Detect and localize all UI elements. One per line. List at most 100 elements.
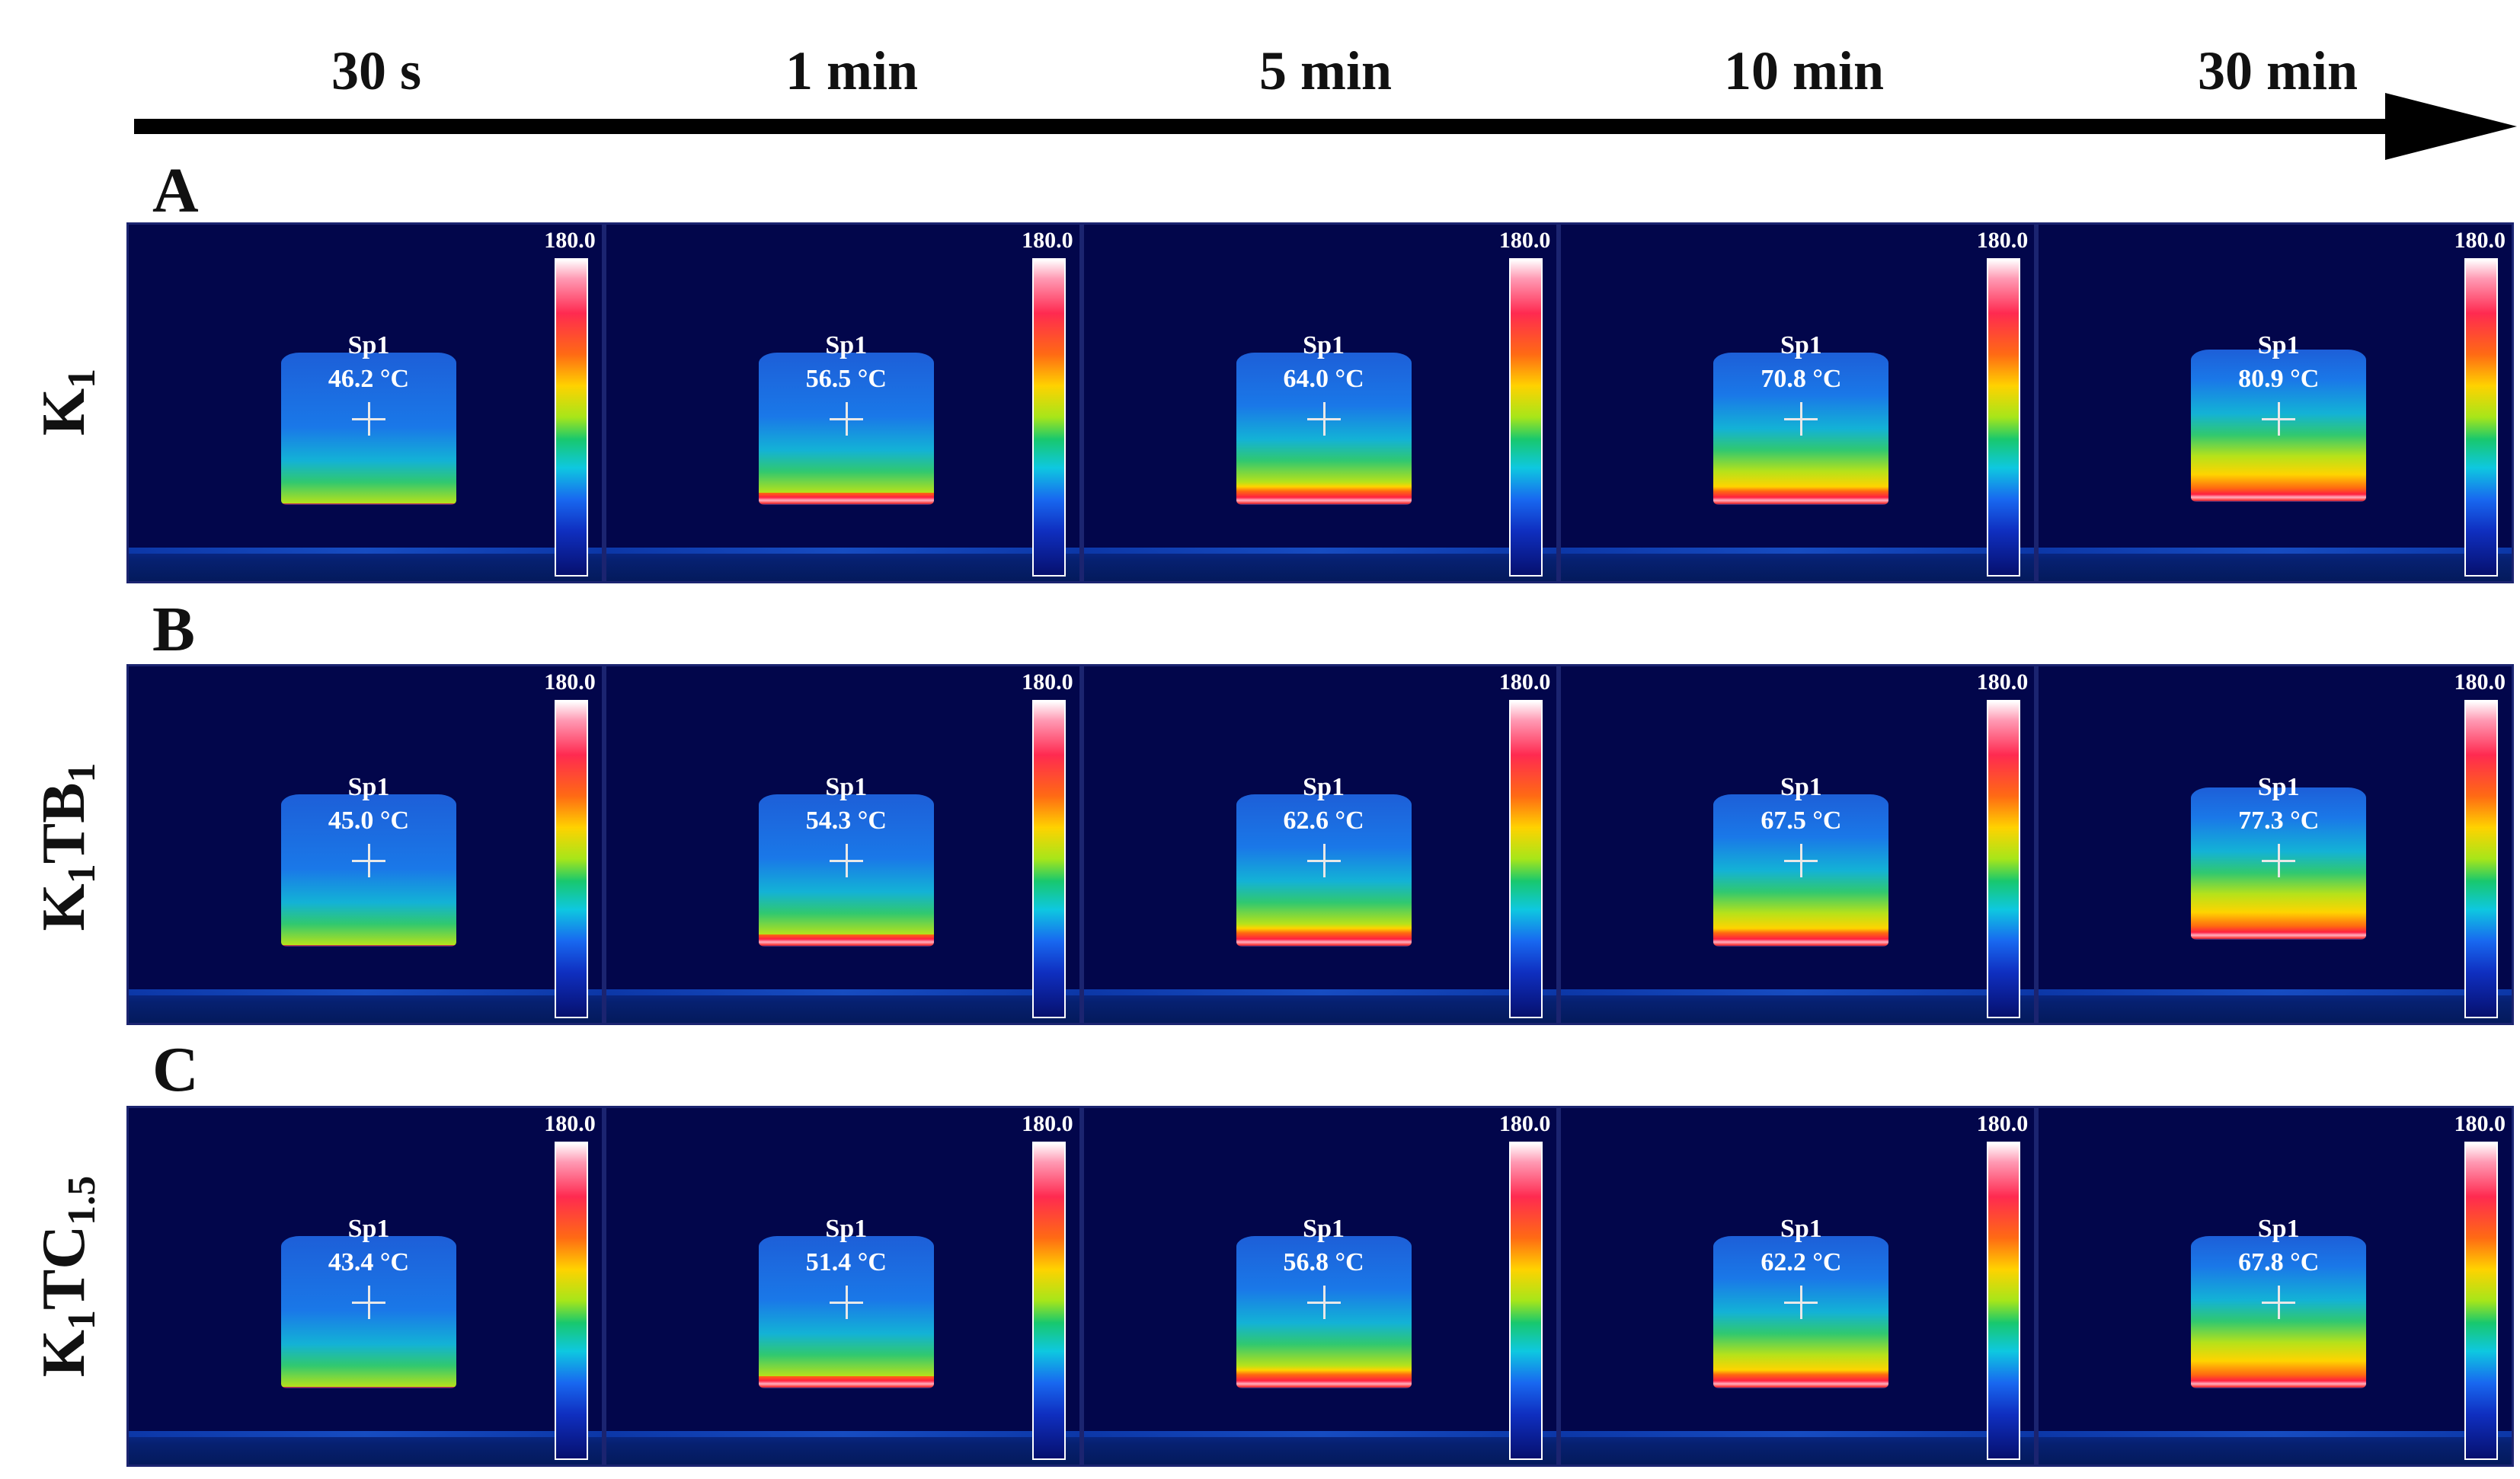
crosshair-icon <box>1784 1286 1818 1319</box>
color-scale-bar <box>1987 1142 2021 1460</box>
spot-temperature: 67.5 °C <box>1760 807 1842 835</box>
color-scale-bar <box>2464 258 2498 577</box>
color-scale-bar <box>2464 1142 2498 1460</box>
spot-temperature: 56.5 °C <box>805 365 887 393</box>
color-scale-bar <box>1509 1142 1543 1460</box>
scale-max-value: 180.0 <box>1976 228 2029 253</box>
spot-temperature: 64.0 °C <box>1283 365 1364 393</box>
floor-surface <box>2039 989 2512 1023</box>
spot-temperature: 70.8 °C <box>1760 365 1842 393</box>
thermal-row-b: 180.0 Sp1 45.0 °C 180.0 Sp1 54.3 °C 180.0 Sp1 62… <box>126 664 2514 1025</box>
spot-label: Sp1 <box>825 773 868 801</box>
scale-max-value: 180.0 <box>544 1111 596 1136</box>
scale-max-value: 180.0 <box>1022 669 1073 695</box>
color-scale-bar <box>554 1142 588 1460</box>
scale-max-value: 180.0 <box>2454 669 2506 695</box>
thermal-row-c: 180.0 Sp1 43.4 °C 180.0 Sp1 51.4 °C 180.0 Sp1 56… <box>126 1106 2514 1467</box>
scale-max-value: 180.0 <box>2454 1111 2506 1136</box>
crosshair-icon <box>2262 402 2296 436</box>
scale-max-value: 180.0 <box>1976 669 2029 695</box>
floor-surface <box>129 548 602 581</box>
color-scale-bar <box>2464 700 2498 1018</box>
thermal-panel-0-0: 180.0 Sp1 46.2 °C <box>126 222 604 583</box>
spot-label: Sp1 <box>825 331 868 359</box>
scale-max-value: 180.0 <box>544 228 596 253</box>
spot-label: Sp1 <box>347 331 390 359</box>
color-scale-bar <box>1031 700 1066 1018</box>
crosshair-icon <box>2262 844 2296 877</box>
thermal-panel-1-3: 180.0 Sp1 67.5 °C <box>1559 664 2037 1025</box>
crosshair-icon <box>1306 844 1341 877</box>
thermal-panel-2-4: 180.0 Sp1 67.8 °C <box>2036 1106 2514 1467</box>
timeline-label-30min: 30 min <box>2197 40 2359 101</box>
color-scale-bar <box>1987 258 2021 577</box>
crosshair-icon <box>1784 402 1818 436</box>
spot-temperature: 77.3 °C <box>2238 807 2320 835</box>
timeline-label-10min: 10 min <box>1723 40 1885 101</box>
spot-temperature: 46.2 °C <box>328 365 410 393</box>
floor-surface <box>606 1431 1079 1465</box>
spot-label: Sp1 <box>1303 1215 1345 1243</box>
thermal-panel-2-2: 180.0 Sp1 56.8 °C <box>1081 1106 1559 1467</box>
spot-label: Sp1 <box>1780 773 1822 801</box>
floor-surface <box>606 989 1079 1023</box>
timeline-label-5min: 5 min <box>1258 40 1393 101</box>
row-letter-a: A <box>152 155 199 226</box>
crosshair-icon <box>829 844 863 877</box>
crosshair-icon <box>352 844 385 877</box>
color-scale-bar <box>554 700 588 1018</box>
spot-label: Sp1 <box>1303 773 1345 801</box>
spot-temperature: 54.3 °C <box>805 807 887 835</box>
thermal-panel-2-1: 180.0 Sp1 51.4 °C <box>603 1106 1082 1467</box>
thermal-panel-2-0: 180.0 Sp1 43.4 °C <box>126 1106 604 1467</box>
row-label-k1: K1 <box>30 368 104 436</box>
thermal-panel-1-4: 180.0 Sp1 77.3 °C <box>2036 664 2514 1025</box>
scale-max-value: 180.0 <box>1022 228 1073 253</box>
color-scale-bar <box>1509 700 1543 1018</box>
crosshair-icon <box>829 1286 863 1319</box>
row-label-k1tc15: K1TC1.5 <box>30 1175 104 1378</box>
spot-label: Sp1 <box>1780 331 1822 359</box>
thermal-panel-1-0: 180.0 Sp1 45.0 °C <box>126 664 604 1025</box>
floor-surface <box>2039 1431 2512 1465</box>
color-scale-bar <box>1031 258 1066 577</box>
crosshair-icon <box>1306 1286 1341 1319</box>
crosshair-icon <box>2262 1286 2296 1319</box>
spot-temperature: 62.2 °C <box>1760 1248 1842 1276</box>
scale-max-value: 180.0 <box>2454 228 2506 253</box>
crosshair-icon <box>1306 402 1341 436</box>
row-letter-c: C <box>152 1034 199 1105</box>
spot-label: Sp1 <box>2257 331 2300 359</box>
spot-label: Sp1 <box>825 1215 868 1243</box>
thermal-panel-0-4: 180.0 Sp1 80.9 °C <box>2036 222 2514 583</box>
floor-surface <box>1083 1431 1557 1465</box>
color-scale-bar <box>1031 1142 1066 1460</box>
thermal-panel-1-1: 180.0 Sp1 54.3 °C <box>603 664 1082 1025</box>
spot-temperature: 45.0 °C <box>328 807 410 835</box>
spot-temperature: 80.9 °C <box>2238 365 2320 393</box>
floor-surface <box>1561 1431 2035 1465</box>
timeline-label-1min: 1 min <box>785 40 919 101</box>
scale-max-value: 180.0 <box>1498 1111 1551 1136</box>
floor-surface <box>129 1431 602 1465</box>
floor-surface <box>1083 989 1557 1023</box>
spot-label: Sp1 <box>347 773 390 801</box>
spot-temperature: 67.8 °C <box>2238 1248 2320 1276</box>
spot-temperature: 43.4 °C <box>328 1248 410 1276</box>
thermal-panel-2-3: 180.0 Sp1 62.2 °C <box>1559 1106 2037 1467</box>
crosshair-icon <box>352 402 385 436</box>
floor-surface <box>1561 989 2035 1023</box>
spot-label: Sp1 <box>2257 773 2300 801</box>
scale-max-value: 180.0 <box>1498 228 1551 253</box>
scale-max-value: 180.0 <box>1498 669 1551 695</box>
spot-label: Sp1 <box>347 1215 390 1243</box>
spot-label: Sp1 <box>1303 331 1345 359</box>
thermal-panel-1-2: 180.0 Sp1 62.6 °C <box>1081 664 1559 1025</box>
row-label-k1tb1: K1TB1 <box>30 762 104 931</box>
timeline-label-30s: 30 s <box>331 40 422 101</box>
floor-surface <box>1561 548 2035 581</box>
spot-label: Sp1 <box>2257 1215 2300 1243</box>
thermal-panel-0-3: 180.0 Sp1 70.8 °C <box>1559 222 2037 583</box>
color-scale-bar <box>554 258 588 577</box>
scale-max-value: 180.0 <box>1976 1111 2029 1136</box>
